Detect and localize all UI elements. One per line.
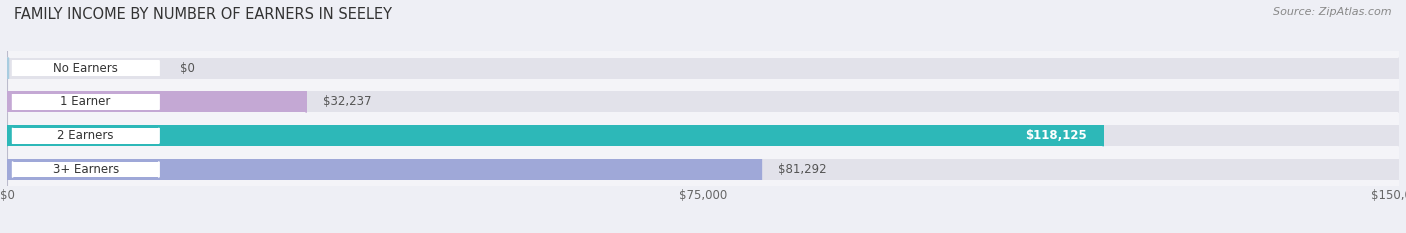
Text: 1 Earner: 1 Earner xyxy=(60,96,111,108)
Text: FAMILY INCOME BY NUMBER OF EARNERS IN SEELEY: FAMILY INCOME BY NUMBER OF EARNERS IN SE… xyxy=(14,7,392,22)
Text: Source: ZipAtlas.com: Source: ZipAtlas.com xyxy=(1274,7,1392,17)
Text: 2 Earners: 2 Earners xyxy=(58,129,114,142)
FancyBboxPatch shape xyxy=(13,94,159,110)
FancyBboxPatch shape xyxy=(13,128,159,144)
FancyBboxPatch shape xyxy=(13,162,159,177)
Text: $118,125: $118,125 xyxy=(1025,129,1087,142)
FancyBboxPatch shape xyxy=(13,60,159,76)
FancyBboxPatch shape xyxy=(7,159,762,180)
FancyBboxPatch shape xyxy=(7,92,1399,112)
FancyBboxPatch shape xyxy=(7,125,1104,146)
FancyBboxPatch shape xyxy=(7,159,1399,180)
Text: $0: $0 xyxy=(180,62,194,75)
Text: 3+ Earners: 3+ Earners xyxy=(52,163,118,176)
FancyBboxPatch shape xyxy=(7,125,1399,146)
Text: No Earners: No Earners xyxy=(53,62,118,75)
Text: $81,292: $81,292 xyxy=(778,163,827,176)
FancyBboxPatch shape xyxy=(7,58,1399,79)
Text: $32,237: $32,237 xyxy=(323,96,371,108)
FancyBboxPatch shape xyxy=(7,92,307,112)
